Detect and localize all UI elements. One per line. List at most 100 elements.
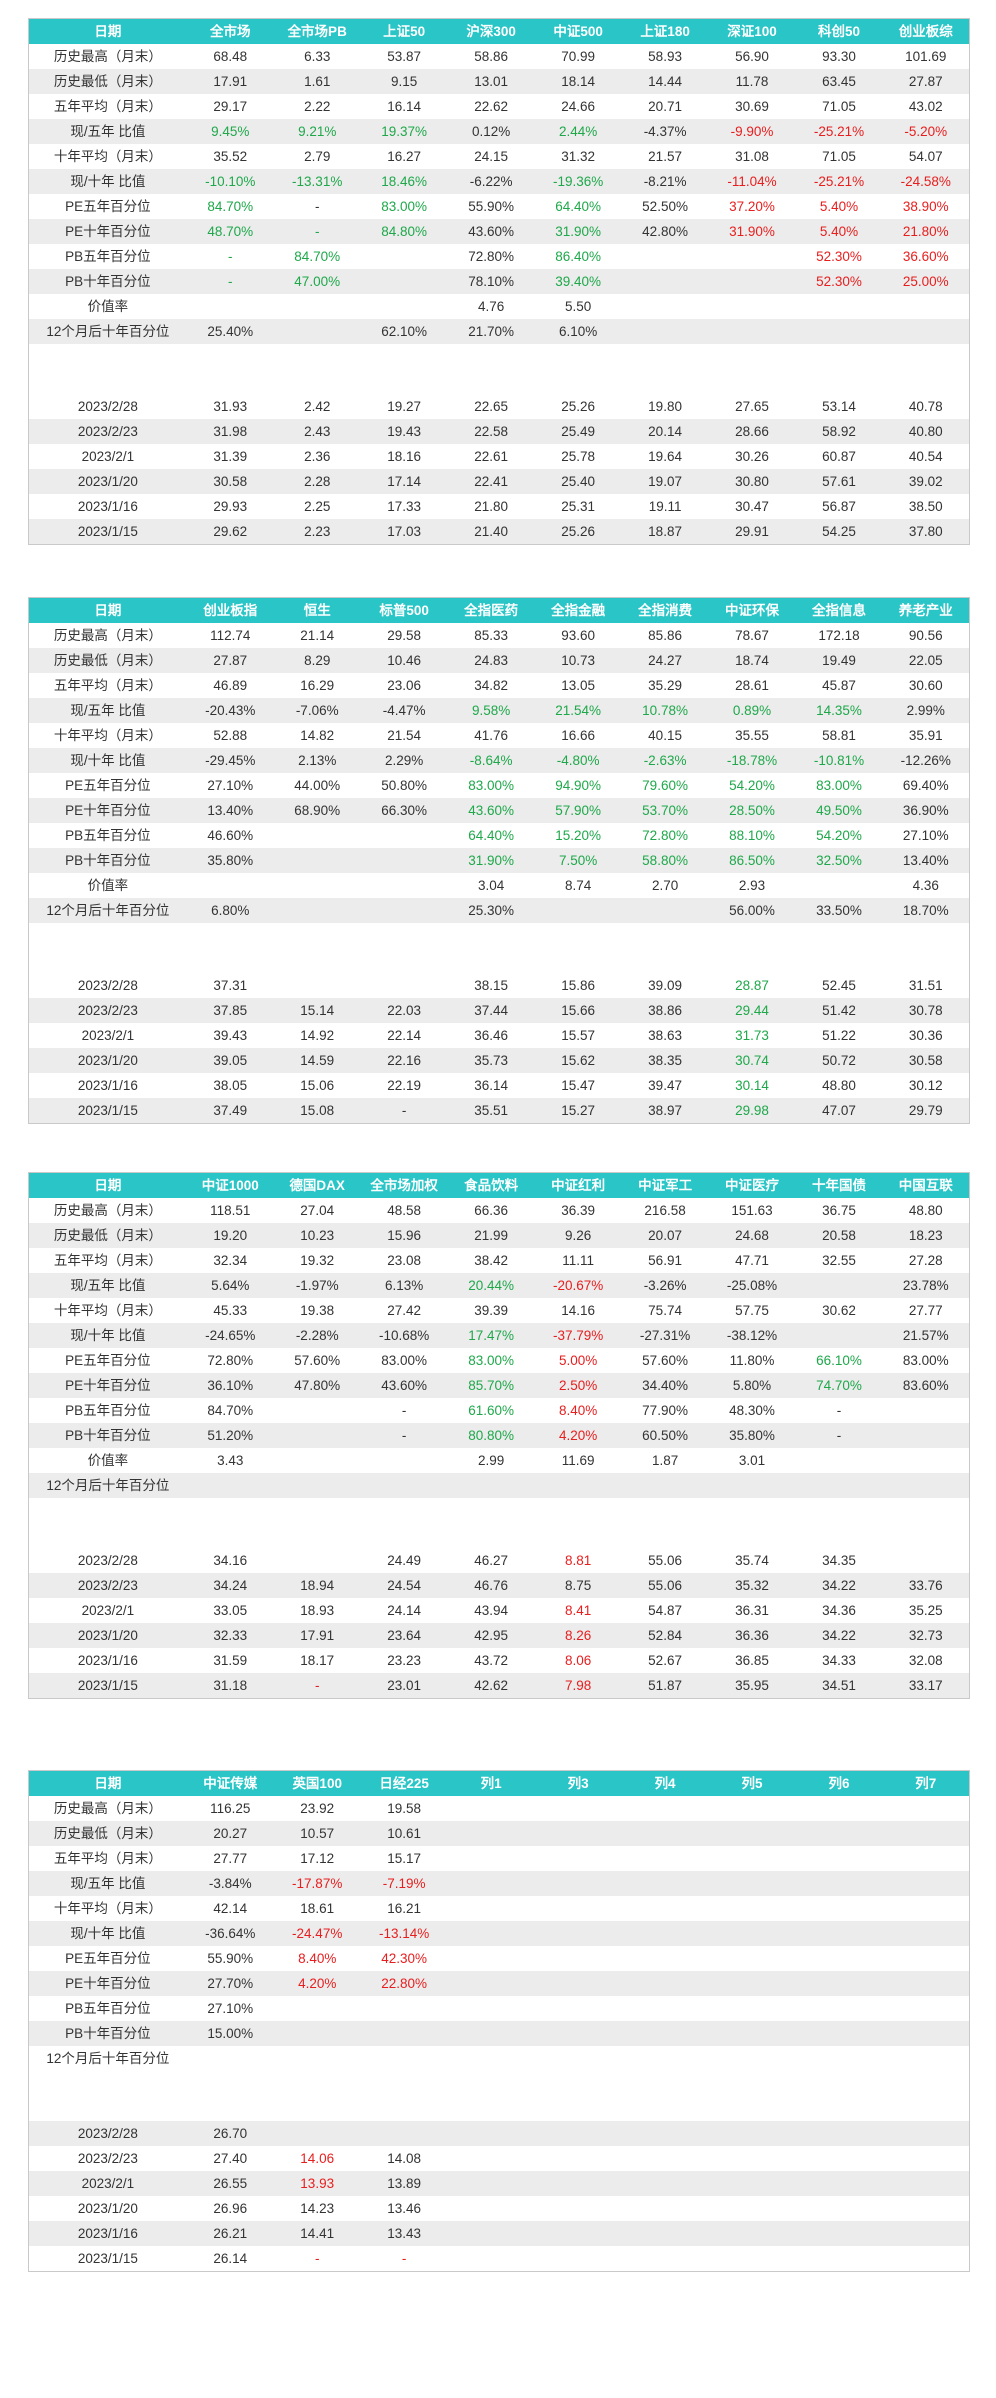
table-cell: 35.29	[648, 678, 682, 693]
table-cell: 30.14	[735, 1078, 769, 1093]
table-cell	[361, 294, 448, 319]
table-cell	[795, 1971, 883, 1996]
table-cell: 22.03	[360, 998, 448, 1023]
table-row: PB十年百分位 -47.00% 78.10% 39.40% 52.30% 25.00%	[28, 269, 970, 294]
table-cell	[882, 2171, 970, 2196]
header-row: 日期 全市场 全市场PB 上证50 沪深300 中证500 上证180 深证100 科创50 创业…	[28, 18, 970, 44]
table-cell: 43.60%	[447, 219, 535, 244]
table-cell: 18.87	[621, 519, 709, 545]
table-cell	[708, 2121, 796, 2146]
table-cell	[360, 2021, 448, 2046]
table-cell	[709, 1896, 796, 1921]
table-cell	[708, 1921, 796, 1946]
column-header: 列3	[534, 1770, 622, 1796]
table-cell: 37.80	[882, 519, 970, 545]
table-cell: 39.39	[474, 1303, 509, 1318]
table-cell: 6.33	[304, 49, 331, 64]
table-cell: 24.54	[360, 1573, 448, 1598]
table-cell	[621, 1871, 709, 1896]
table-cell: 36.60%	[902, 249, 949, 264]
column-header: 日经225	[360, 1770, 448, 1796]
table-cell: 17.91	[273, 1623, 361, 1648]
table-cell: 30.36	[908, 1028, 943, 1043]
table-cell: 71.05	[822, 99, 856, 114]
table-cell	[274, 2046, 361, 2071]
empty-cell	[273, 369, 361, 394]
empty-cell	[708, 1523, 796, 1548]
empty-cell	[28, 948, 187, 973]
table-row: PB五年百分位 46.60% 64.40% 15.20% 72.80% 88.10% 54.…	[29, 823, 970, 848]
table-cell: -4.37%	[621, 119, 709, 144]
table-cell: 40.80	[882, 419, 970, 444]
table-cell: 80.80%	[447, 1423, 535, 1448]
table-cell: -	[186, 269, 274, 294]
table-cell: 30.80	[708, 469, 796, 494]
table-cell: 30.47	[735, 499, 769, 514]
table-cell: 26.55	[186, 2171, 274, 2196]
table-cell	[361, 1448, 448, 1473]
empty-cell	[534, 923, 622, 948]
table-cell: 10.23	[273, 1223, 361, 1248]
table-row: 价值率 3.43 2.99 11.69 1.87 3.01	[29, 1448, 970, 1473]
empty-cell	[708, 344, 796, 369]
table-cell	[187, 2046, 274, 2071]
table-row: 2023/2/28 31.93 2.42 19.27 22.65 25.26 19.80 27…	[29, 394, 970, 419]
empty-cell	[534, 1498, 622, 1523]
row-label: 2023/1/20	[77, 2201, 138, 2216]
table-cell: 15.57	[561, 1028, 595, 1043]
row-label: PB十年百分位	[28, 2021, 187, 2046]
table-cell: 57.60%	[642, 1353, 688, 1368]
table-cell	[361, 873, 448, 898]
table-cell: 27.77	[213, 1851, 248, 1866]
table-cell	[273, 848, 361, 873]
row-label: 现/五年 比值	[28, 698, 187, 723]
table-cell: 46.76	[447, 1573, 535, 1598]
table-cell: 13.05	[561, 678, 595, 693]
table-cell: 27.10%	[207, 778, 254, 793]
table-cell: 62.10%	[360, 319, 448, 344]
table-cell: 16.66	[561, 728, 595, 743]
table-cell	[709, 1996, 796, 2021]
table-cell: 37.85	[186, 998, 274, 1023]
table-cell: 18.17	[300, 1653, 335, 1668]
table-cell: 26.70	[186, 2121, 274, 2146]
table-cell: 29.98	[708, 1098, 796, 1124]
table-cell: 15.66	[534, 998, 622, 1023]
table-cell: 58.86	[474, 49, 509, 64]
row-label: 2023/1/16	[77, 1078, 138, 1093]
table-cell: 32.34	[213, 1253, 248, 1268]
table-cell: 13.46	[387, 2201, 422, 2216]
table-cell: 17.03	[360, 519, 448, 545]
table-cell: 58.81	[822, 728, 856, 743]
table-cell: -2.63%	[621, 748, 709, 773]
table-cell	[273, 1473, 361, 1498]
table-cell: 88.10%	[729, 828, 775, 843]
table-cell: 84.80%	[360, 219, 448, 244]
table-cell: 34.22	[795, 1573, 883, 1598]
table-cell: 8.75	[534, 1573, 622, 1598]
table-cell: 36.39	[561, 1203, 595, 1218]
table-cell: 23.06	[387, 678, 422, 693]
table-cell: 22.19	[387, 1078, 422, 1093]
table-cell: 84.70%	[294, 249, 341, 264]
table-cell: 35.95	[708, 1673, 796, 1699]
table-cell	[534, 2171, 622, 2196]
table-cell: 21.57%	[882, 1323, 970, 1348]
table-cell: -27.31%	[621, 1323, 709, 1348]
table-cell: 5.64%	[186, 1273, 274, 1298]
table-cell: 6.80%	[186, 898, 274, 923]
table-cell: 74.70%	[795, 1373, 883, 1398]
table-cell: 5.40%	[819, 199, 859, 214]
table-cell	[447, 2221, 535, 2246]
table-cell: 27.65	[735, 399, 769, 414]
table-cell: -37.79%	[534, 1323, 622, 1348]
table-cell: 8.26	[534, 1623, 622, 1648]
table-row: PE十年百分位 13.40% 68.90% 66.30% 43.60% 57.90% 53.…	[28, 798, 970, 823]
row-label: 五年平均（月末）	[53, 1253, 162, 1268]
empty-cell	[360, 923, 448, 948]
row-label: 价值率	[87, 878, 129, 893]
table-row: 五年平均（月末） 27.77 17.12 15.17	[29, 1846, 970, 1871]
table-cell: -	[314, 199, 320, 214]
table-cell: 56.00%	[708, 898, 796, 923]
table-cell: 72.80%	[207, 1353, 254, 1368]
